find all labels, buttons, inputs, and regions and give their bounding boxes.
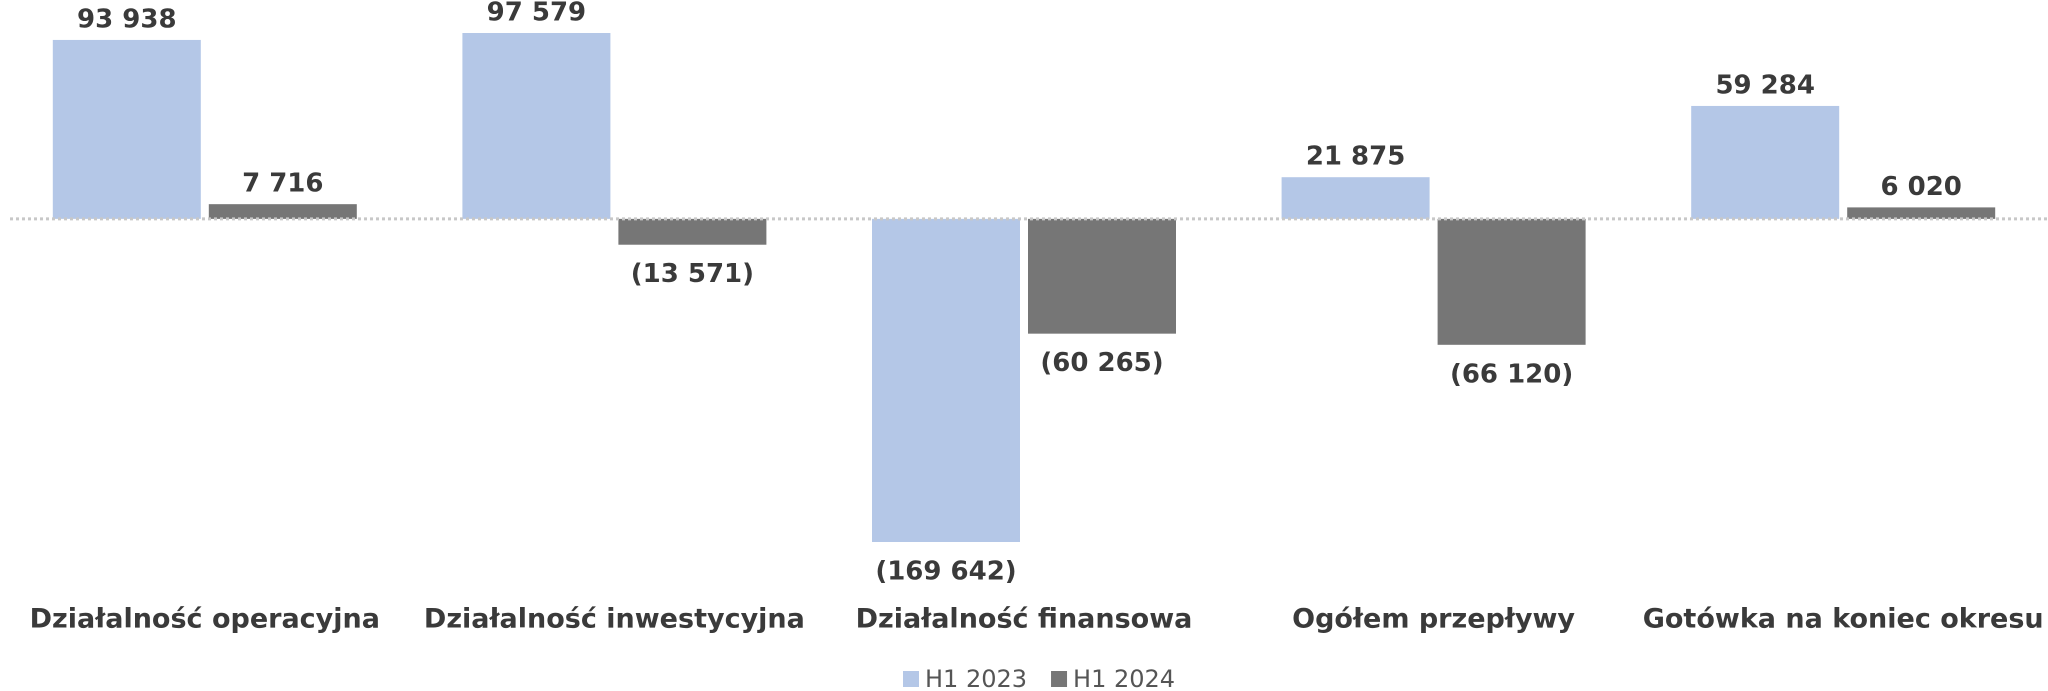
legend-swatch	[903, 671, 919, 687]
bar	[1281, 177, 1430, 219]
legend-label: H1 2023	[925, 665, 1027, 691]
bar	[1691, 105, 1840, 219]
legend-swatch	[1051, 671, 1068, 687]
value-label: (169 642)	[875, 557, 1016, 587]
value-label: 6 020	[1880, 172, 1961, 202]
value-label: 21 875	[1306, 142, 1406, 172]
bar	[1847, 207, 1996, 219]
bar	[1028, 218, 1176, 334]
x-tick-label: Działalność inwestycyjna	[424, 604, 805, 635]
bar	[52, 39, 201, 219]
value-label: (66 120)	[1450, 359, 1573, 389]
bar	[618, 218, 767, 245]
bar	[1437, 218, 1586, 345]
x-tick-label: Gotówka na koniec okresu	[1643, 604, 2044, 635]
value-label: (60 265)	[1040, 348, 1163, 378]
x-tick-label: Działalność operacyjna	[30, 604, 380, 635]
value-label: 93 938	[77, 4, 177, 34]
x-tick-label: Działalność finansowa	[856, 604, 1193, 635]
bar	[872, 218, 1020, 542]
bar	[208, 204, 357, 219]
value-label: 59 284	[1715, 70, 1815, 100]
value-label: 97 579	[487, 0, 587, 28]
legend-label: H1 2024	[1073, 665, 1175, 691]
value-label: 7 716	[242, 169, 323, 199]
x-tick-label: Ogółem przepływy	[1292, 604, 1575, 635]
value-label: (13 571)	[631, 259, 754, 289]
bar	[462, 33, 611, 219]
